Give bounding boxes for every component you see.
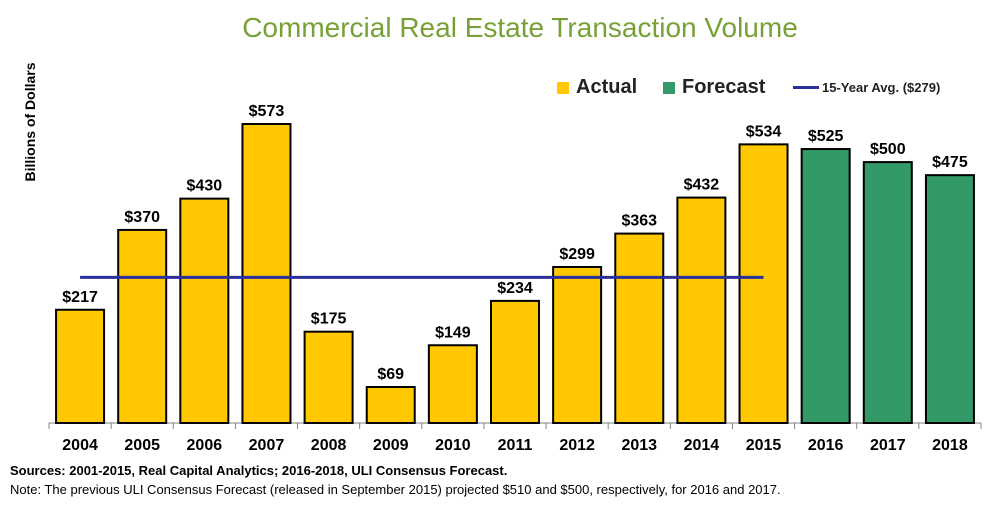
x-tick-label-2004: 2004 <box>62 437 98 454</box>
bar-2008 <box>303 330 354 424</box>
data-label-2012: $299 <box>559 246 595 263</box>
legend-item-actual: Actual <box>557 76 637 99</box>
bar-2016 <box>800 148 851 424</box>
x-tick-label-2010: 2010 <box>435 437 471 454</box>
data-label-2018: $475 <box>932 154 968 171</box>
x-tick-label-2014: 2014 <box>684 437 720 454</box>
bar-2007 <box>241 123 292 424</box>
data-label-2013: $363 <box>621 213 657 230</box>
x-tick-label-2009: 2009 <box>373 437 409 454</box>
bar-2010 <box>427 344 478 424</box>
bar-2015 <box>738 143 789 424</box>
bar-2009 <box>365 385 416 424</box>
chart-title: Commercial Real Estate Transaction Volum… <box>242 12 798 43</box>
legend-swatch-forecast <box>663 81 675 94</box>
data-label-2014: $432 <box>684 177 720 194</box>
bar-2013 <box>614 232 665 424</box>
data-label-2004: $217 <box>62 289 98 306</box>
legend-item-average: 15-Year Avg. ($279) <box>793 80 940 95</box>
data-label-2006: $430 <box>187 178 223 195</box>
x-tick-label-2008: 2008 <box>311 437 347 454</box>
bar-2004 <box>55 308 106 425</box>
x-tick-label-2006: 2006 <box>187 437 223 454</box>
data-label-2005: $370 <box>124 209 160 226</box>
data-label-2011: $234 <box>497 280 533 297</box>
sources-text: Sources: 2001-2015, Real Capital Analyti… <box>10 463 508 478</box>
x-tick-label-2007: 2007 <box>249 437 285 454</box>
data-label-2016: $525 <box>808 128 844 145</box>
x-tick-label-2005: 2005 <box>124 437 160 454</box>
bar-2018 <box>924 174 975 424</box>
legend-label-average: 15-Year Avg. ($279) <box>822 80 941 95</box>
x-tick-label-2016: 2016 <box>808 437 844 454</box>
x-tick-label-2015: 2015 <box>746 437 782 454</box>
x-tick-label-2017: 2017 <box>870 437 906 454</box>
note-text: Note: The previous ULI Consensus Forecas… <box>10 482 781 497</box>
legend-line-average <box>793 86 819 89</box>
x-tick-label-2012: 2012 <box>559 437 595 454</box>
bar-2014 <box>676 196 727 424</box>
data-label-2015: $534 <box>746 123 782 140</box>
bar-2012 <box>552 265 603 425</box>
data-label-2007: $573 <box>249 103 285 120</box>
data-label-2009: $69 <box>377 366 404 383</box>
legend-label-actual: Actual <box>576 76 638 98</box>
legend-swatch-actual <box>557 81 569 94</box>
data-label-2017: $500 <box>870 141 906 158</box>
bar-2011 <box>490 299 540 424</box>
legend-item-forecast: Forecast <box>663 76 765 99</box>
data-label-2008: $175 <box>311 311 347 328</box>
bar-2006 <box>179 197 230 424</box>
x-tick-label-2018: 2018 <box>932 437 968 454</box>
x-tick-label-2011: 2011 <box>498 437 533 454</box>
legend-label-forecast: Forecast <box>682 76 766 98</box>
bar-2005 <box>117 228 168 424</box>
x-tick-label-2013: 2013 <box>621 437 657 454</box>
bar-2017 <box>862 161 913 424</box>
data-label-2010: $149 <box>435 324 471 341</box>
